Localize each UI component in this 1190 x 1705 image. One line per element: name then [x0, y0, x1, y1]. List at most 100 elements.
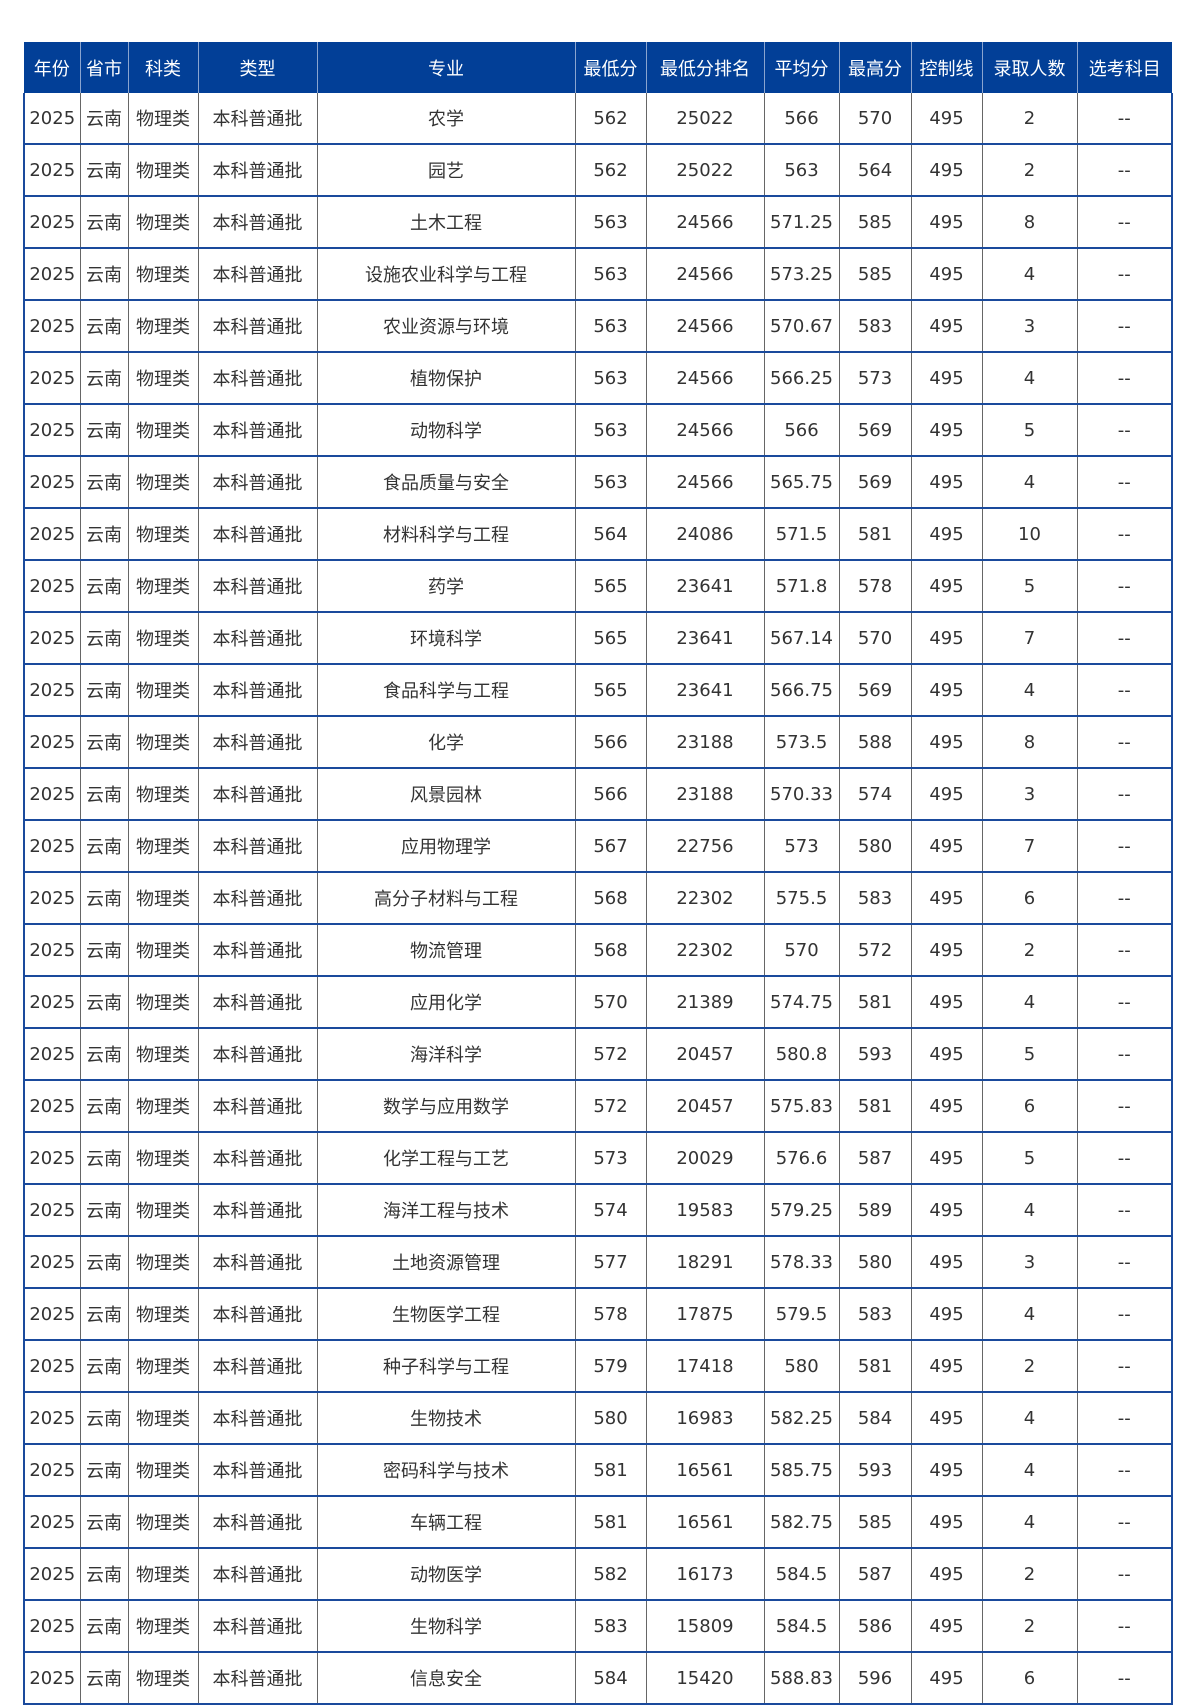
cell-year: 2025 — [23, 924, 80, 977]
cell-province: 云南 — [79, 1236, 128, 1289]
cell-admitted-count: 6 — [981, 1080, 1077, 1133]
cell-min-score-rank: 24566 — [645, 404, 764, 457]
cell-max-score: 581 — [838, 508, 911, 561]
cell-admitted-count: 6 — [981, 872, 1077, 925]
column-header-control-line: 控制线 — [910, 42, 982, 93]
cell-admitted-count: 8 — [981, 716, 1077, 769]
cell-control-line: 495 — [910, 352, 982, 405]
cell-min-score-rank: 21389 — [645, 976, 764, 1029]
cell-subject-category: 物理类 — [127, 872, 198, 925]
cell-min-score-rank: 17418 — [645, 1340, 764, 1393]
cell-max-score: 583 — [838, 872, 911, 925]
table-row: 2025 云南 物理类 本科普通批 园艺 562 25022 563 564 495 2 -- — [23, 144, 1173, 197]
cell-batch-type: 本科普通批 — [197, 1132, 317, 1185]
table-row: 2025 云南 物理类 本科普通批 生物技术 580 16983 582.25 584 495 4-… — [23, 1392, 1173, 1445]
cell-min-score: 572 — [574, 1028, 646, 1081]
cell-batch-type: 本科普通批 — [197, 1028, 317, 1081]
cell-avg-score: 566 — [763, 404, 839, 457]
cell-min-score: 566 — [574, 716, 646, 769]
cell-control-line: 495 — [910, 1028, 982, 1081]
cell-max-score: 587 — [838, 1548, 911, 1601]
cell-max-score: 573 — [838, 352, 911, 405]
cell-major: 食品科学与工程 — [316, 664, 575, 717]
cell-admitted-count: 4 — [981, 1444, 1077, 1497]
cell-admitted-count: 2 — [981, 924, 1077, 977]
cell-min-score-rank: 22302 — [645, 872, 764, 925]
cell-batch-type: 本科普通批 — [197, 1652, 317, 1705]
cell-subject-category: 物理类 — [127, 196, 198, 249]
table-row: 2025 云南 物理类 本科普通批 车辆工程 581 16561 582.75 585 495 4-… — [23, 1496, 1173, 1549]
cell-min-score: 564 — [574, 508, 646, 561]
cell-year: 2025 — [23, 456, 80, 509]
cell-batch-type: 本科普通批 — [197, 1340, 317, 1393]
cell-min-score: 562 — [574, 144, 646, 197]
column-header-province: 省市 — [79, 42, 128, 93]
cell-province: 云南 — [79, 1028, 128, 1081]
cell-min-score-rank: 16173 — [645, 1548, 764, 1601]
cell-subject-category: 物理类 — [127, 300, 198, 353]
cell-admitted-count: 4 — [981, 352, 1077, 405]
cell-min-score: 578 — [574, 1288, 646, 1341]
cell-control-line: 495 — [910, 976, 982, 1029]
cell-year: 2025 — [23, 196, 80, 249]
cell-avg-score: 582.25 — [763, 1392, 839, 1445]
cell-required-subjects: -- — [1076, 924, 1173, 977]
cell-control-line: 495 — [910, 1496, 982, 1549]
cell-batch-type: 本科普通批 — [197, 664, 317, 717]
cell-admitted-count: 3 — [981, 768, 1077, 821]
cell-year: 2025 — [23, 352, 80, 405]
cell-subject-category: 物理类 — [127, 1652, 198, 1705]
cell-min-score-rank: 23641 — [645, 560, 764, 613]
cell-min-score: 570 — [574, 976, 646, 1029]
cell-required-subjects: -- — [1076, 820, 1173, 873]
cell-min-score-rank: 24566 — [645, 300, 764, 353]
cell-min-score: 583 — [574, 1600, 646, 1653]
cell-max-score: 580 — [838, 820, 911, 873]
cell-batch-type: 本科普通批 — [197, 1184, 317, 1237]
cell-province: 云南 — [79, 456, 128, 509]
cell-province: 云南 — [79, 352, 128, 405]
cell-year: 2025 — [23, 1080, 80, 1133]
cell-admitted-count: 6 — [981, 1652, 1077, 1705]
cell-province: 云南 — [79, 664, 128, 717]
cell-major: 农业资源与环境 — [316, 300, 575, 353]
cell-subject-category: 物理类 — [127, 768, 198, 821]
cell-subject-category: 物理类 — [127, 93, 198, 145]
cell-year: 2025 — [23, 612, 80, 665]
cell-min-score: 563 — [574, 404, 646, 457]
table-row: 2025 云南 物理类 本科普通批 化学 566 23188 573.5 588 495 8 -- — [23, 716, 1173, 769]
cell-admitted-count: 5 — [981, 1028, 1077, 1081]
cell-required-subjects: -- — [1076, 93, 1173, 145]
cell-admitted-count: 3 — [981, 1236, 1077, 1289]
cell-year: 2025 — [23, 1288, 80, 1341]
admission-scores-table: 年份 省市 科类 类型 专业 最低分 最低分排名 平均分 最高分 控制线 录取人数 选考科目 2025… — [23, 42, 1173, 1705]
cell-province: 云南 — [79, 768, 128, 821]
cell-subject-category: 物理类 — [127, 456, 198, 509]
cell-control-line: 495 — [910, 1184, 982, 1237]
cell-required-subjects: -- — [1076, 248, 1173, 301]
table-row: 2025 云南 物理类 本科普通批 生物科学 583 15809 584.5 586 495 2 -- — [23, 1600, 1173, 1653]
cell-min-score: 568 — [574, 924, 646, 977]
cell-year: 2025 — [23, 1652, 80, 1705]
cell-max-score: 570 — [838, 612, 911, 665]
cell-control-line: 495 — [910, 404, 982, 457]
cell-min-score: 568 — [574, 872, 646, 925]
cell-min-score: 562 — [574, 93, 646, 145]
cell-control-line: 495 — [910, 820, 982, 873]
table-row: 2025 云南 物理类 本科普通批 应用物理学 567 22756 573 580 495 7 -- — [23, 820, 1173, 873]
cell-max-score: 581 — [838, 1080, 911, 1133]
cell-max-score: 585 — [838, 248, 911, 301]
cell-min-score-rank: 20457 — [645, 1080, 764, 1133]
cell-min-score-rank: 15420 — [645, 1652, 764, 1705]
cell-min-score-rank: 16561 — [645, 1496, 764, 1549]
cell-max-score: 564 — [838, 144, 911, 197]
cell-required-subjects: -- — [1076, 1548, 1173, 1601]
cell-admitted-count: 4 — [981, 248, 1077, 301]
table-row: 2025 云南 物理类 本科普通批 植物保护 563 24566 566.25 573 495 4-… — [23, 352, 1173, 405]
cell-batch-type: 本科普通批 — [197, 768, 317, 821]
cell-major: 生物科学 — [316, 1600, 575, 1653]
cell-avg-score: 575.83 — [763, 1080, 839, 1133]
cell-required-subjects: -- — [1076, 976, 1173, 1029]
cell-control-line: 495 — [910, 456, 982, 509]
cell-subject-category: 物理类 — [127, 352, 198, 405]
